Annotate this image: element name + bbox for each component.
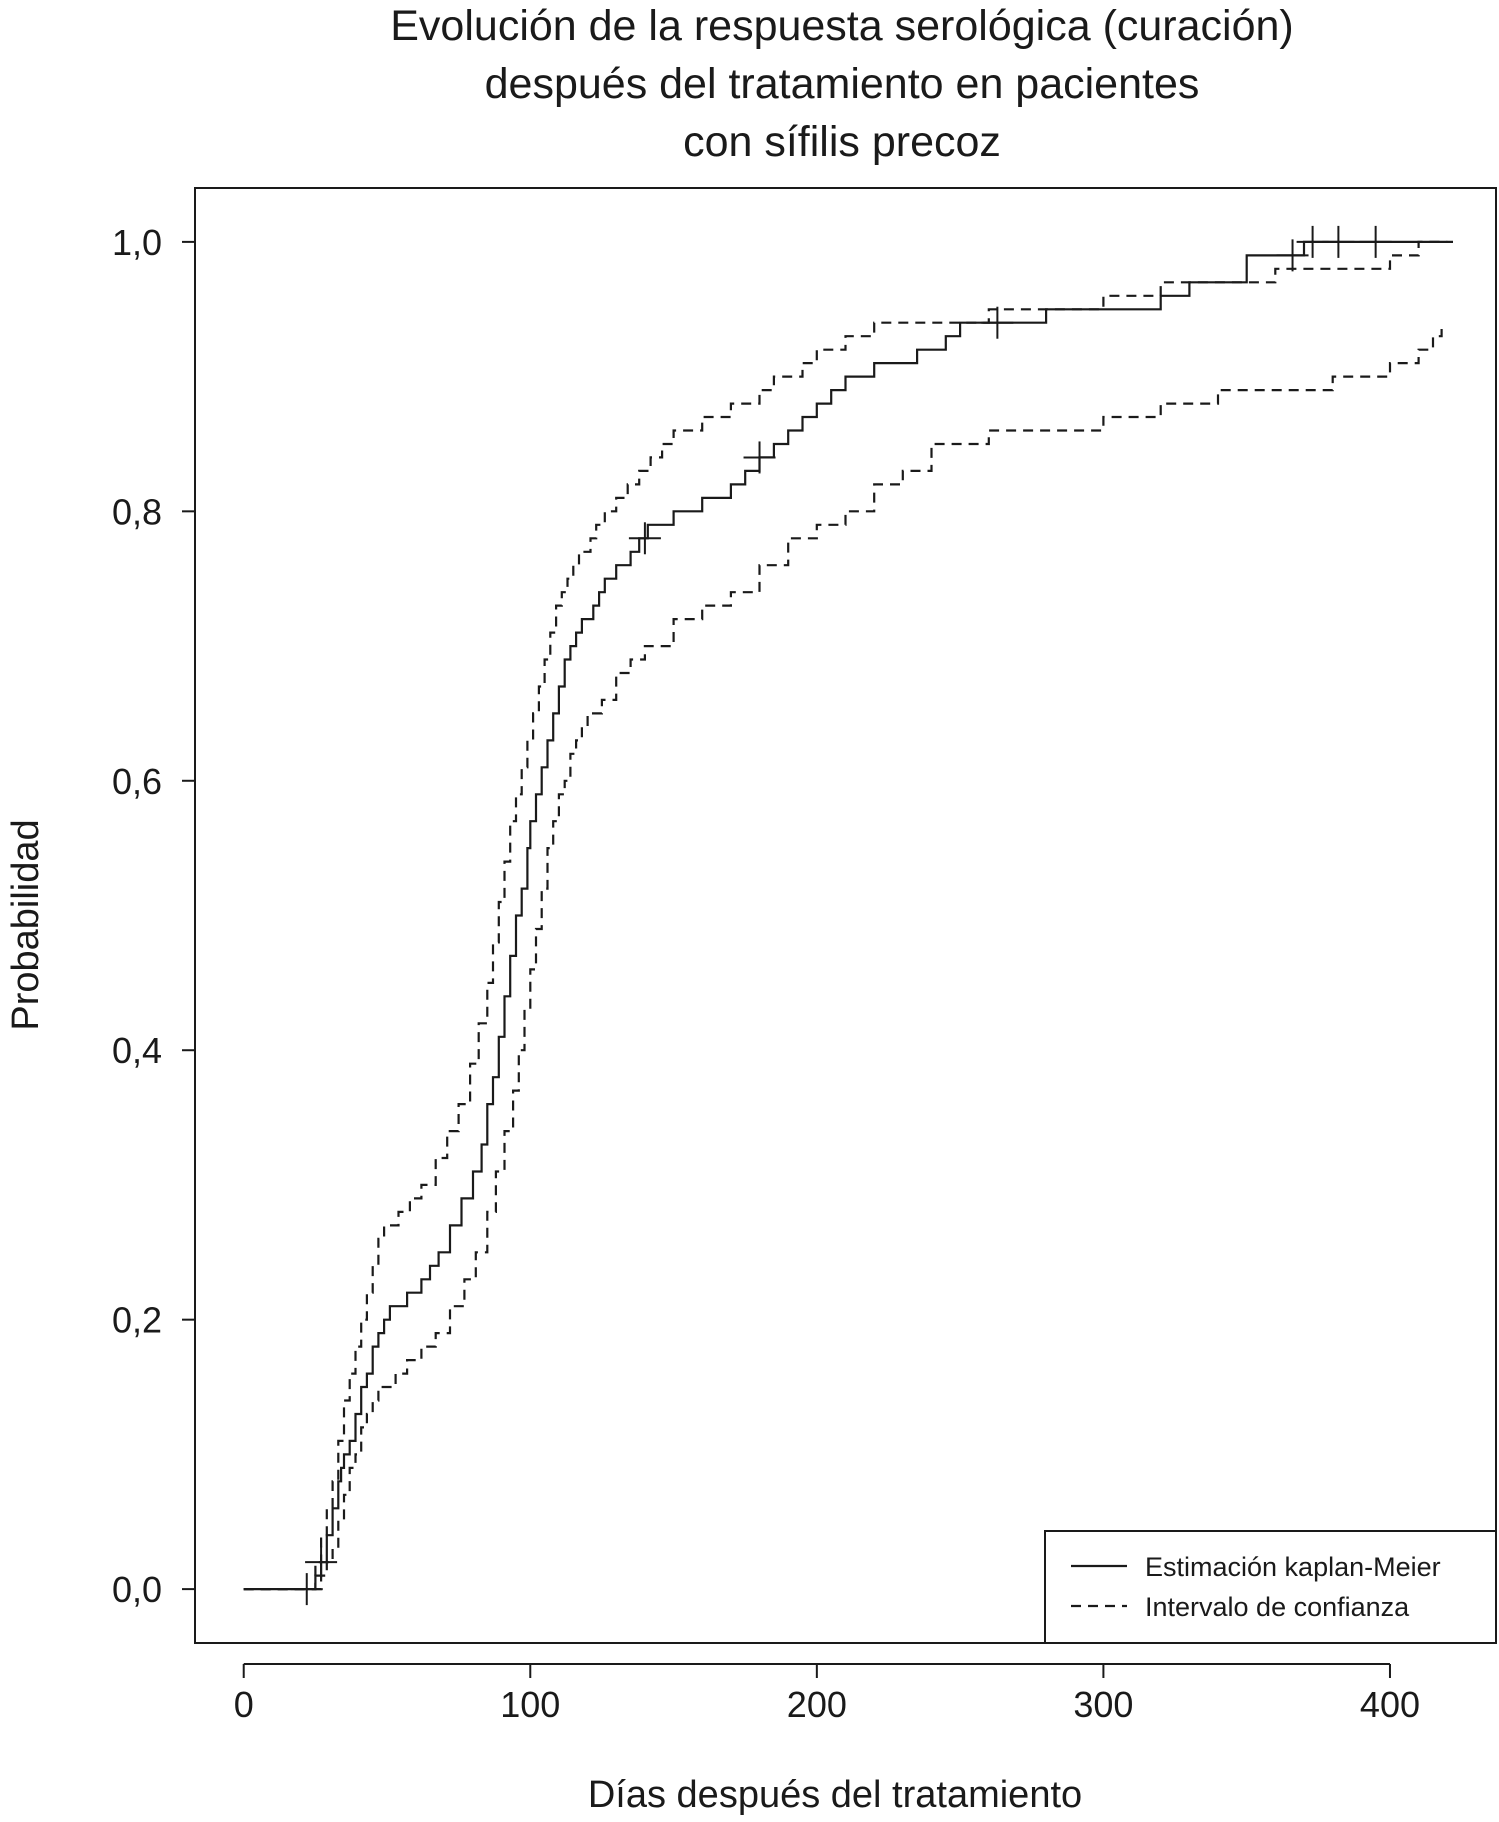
plot-frame	[194, 187, 1497, 1644]
x-tick-label: 0	[234, 1684, 254, 1725]
ci-upper-line	[243, 240, 1448, 1591]
y-tick-label: 0,4	[112, 1030, 162, 1071]
y-tick-label: 0,8	[112, 491, 162, 532]
x-axis: 0 100 200 300 400	[234, 1663, 1420, 1725]
x-tick-label: 100	[500, 1684, 560, 1725]
km-estimate-line	[243, 240, 1453, 1591]
x-tick-label: 400	[1360, 1684, 1420, 1725]
y-tick-label: 0,0	[112, 1569, 162, 1610]
legend-label-km: Estimación kaplan-Meier	[1145, 1552, 1441, 1582]
y-tick-label: 0,6	[112, 761, 162, 802]
ci-lower-line	[243, 322, 1443, 1591]
y-axis: 0,0 0,2 0,4 0,6 0,8 1,0	[112, 222, 195, 1610]
chart-title-line-2: después del tratamiento en pacientes	[485, 60, 1200, 108]
x-tick-label: 300	[1073, 1684, 1133, 1725]
chart-title-line-1: Evolución de la respuesta serológica (cu…	[390, 2, 1293, 50]
plot-series	[243, 225, 1453, 1606]
legend-label-ci: Intervalo de confianza	[1145, 1592, 1410, 1622]
legend-box	[1044, 1530, 1497, 1644]
y-tick-label: 1,0	[112, 222, 162, 263]
x-tick-label: 200	[787, 1684, 847, 1725]
y-tick-label: 0,2	[112, 1300, 162, 1341]
legend: Estimación kaplan-Meier Intervalo de con…	[1044, 1530, 1497, 1644]
chart-title-line-3: con sífilis precoz	[683, 118, 1001, 166]
chart-title: Evolución de la respuesta serológica (cu…	[390, 2, 1293, 166]
y-axis-label: Probabilidad	[5, 819, 47, 1030]
x-axis-label: Días después del tratamiento	[588, 1774, 1082, 1816]
